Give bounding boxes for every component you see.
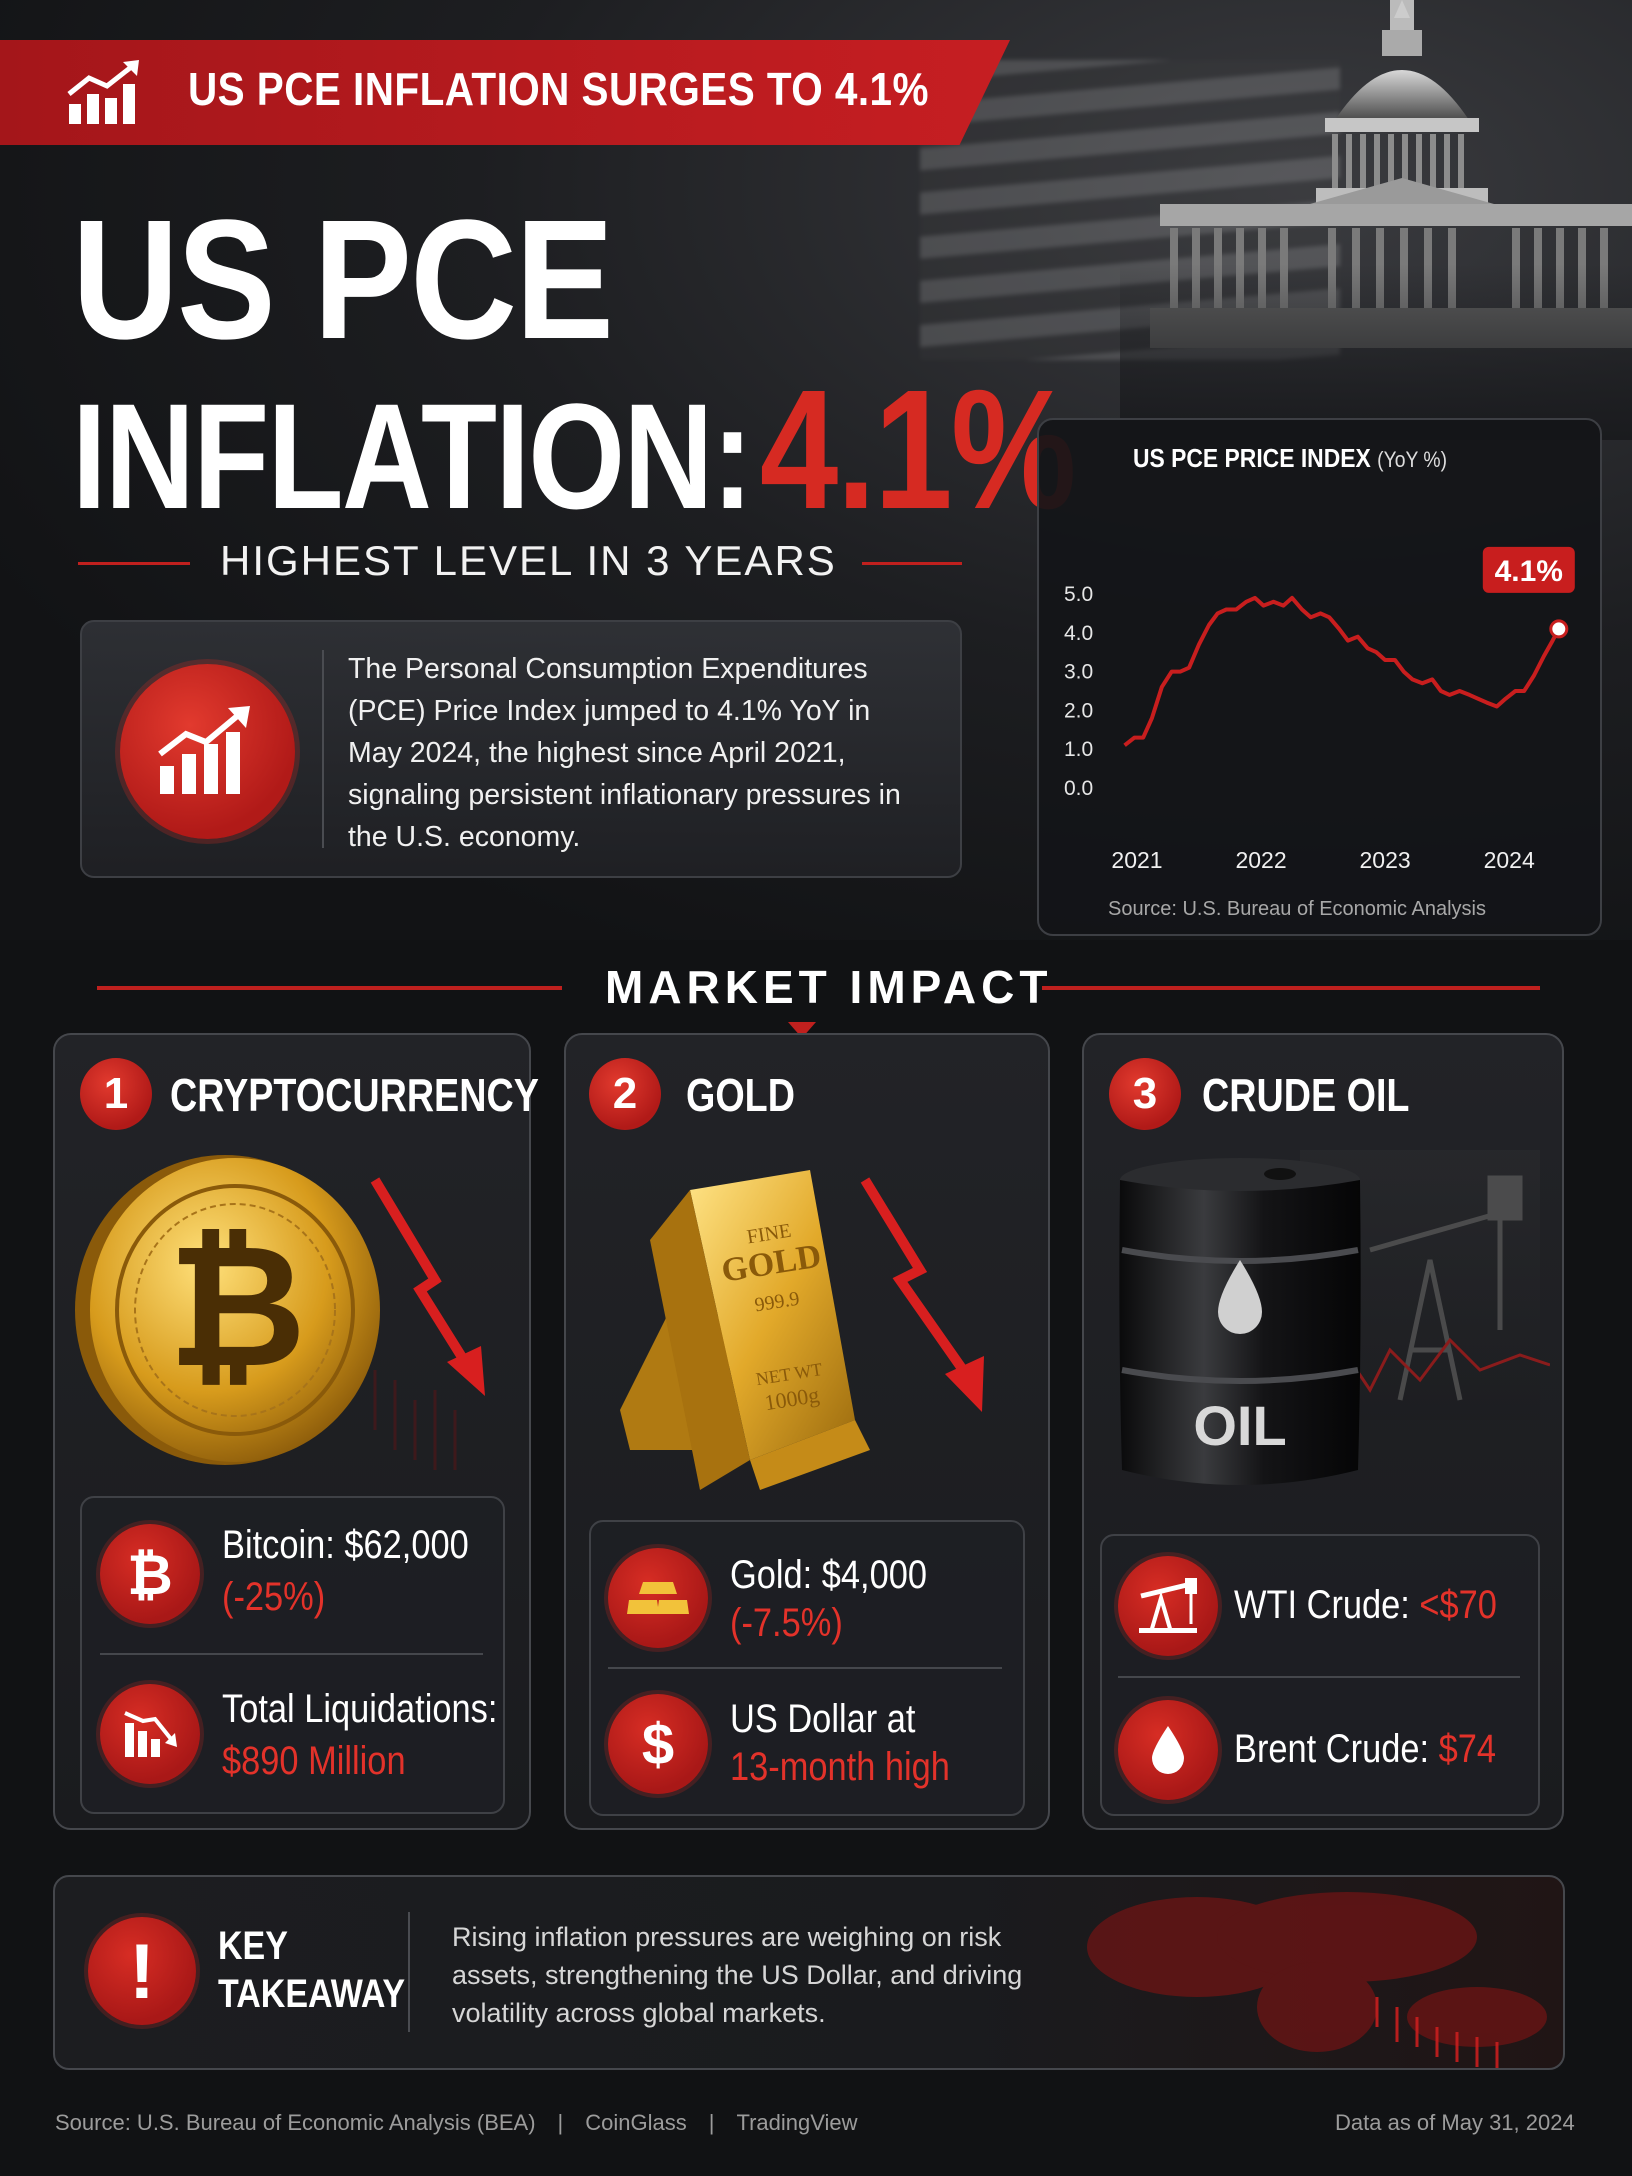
- x-tick-label: 2024: [1484, 847, 1535, 873]
- section-rule-left: [97, 986, 562, 990]
- subtitle: HIGHEST LEVEL IN 3 YEARS: [220, 537, 837, 584]
- y-tick-label: 5.0: [1064, 583, 1093, 606]
- pce-series-line: [1123, 595, 1561, 747]
- title-prefix: INFLATION:: [72, 372, 753, 540]
- gold-bar-image: FINE GOLD 999.9 NET WT 1000g: [620, 1170, 984, 1490]
- dollar-icon: $: [608, 1694, 708, 1794]
- chart-callout-label: 4.1%: [1495, 555, 1563, 588]
- falling-bars-icon: [100, 1684, 200, 1784]
- description-divider: [322, 650, 324, 848]
- stat-divider: [1118, 1676, 1520, 1678]
- svg-text:₿: ₿: [168, 1212, 307, 1402]
- bitcoin-icon: ₿: [100, 1524, 200, 1624]
- stat-divider: [608, 1667, 1002, 1669]
- page-title-line1: US PCE: [72, 185, 614, 375]
- footer-separator: |: [557, 2110, 564, 2135]
- rising-chart-icon: [120, 664, 295, 839]
- panel-number-badge: 2: [589, 1058, 661, 1130]
- stat-label: Bitcoin: $62,000: [222, 1523, 469, 1567]
- panel-number-badge: 3: [1109, 1058, 1181, 1130]
- panel-title: CRUDE OIL: [1202, 1069, 1410, 1121]
- oil-barrel-label: OIL: [1193, 1394, 1286, 1457]
- oil-pump-icon: [1118, 1556, 1218, 1656]
- pce-chart-card: [1037, 418, 1602, 936]
- oil-barrel-image: OIL: [1119, 1150, 1550, 1485]
- footer-source: Source: U.S. Bureau of Economic Analysis…: [55, 2110, 536, 2135]
- stat-label: Gold: $4,000: [730, 1553, 927, 1597]
- headline-banner: [0, 40, 1010, 145]
- stat-label: WTI Crude: <$70: [1234, 1582, 1497, 1628]
- chart-title: US PCE PRICE INDEX (YoY %): [1133, 443, 1447, 474]
- x-tick-label: 2022: [1235, 847, 1286, 873]
- y-tick-label: 0.0: [1064, 777, 1093, 800]
- y-tick-label: 3.0: [1064, 661, 1093, 684]
- chart-source: Source: U.S. Bureau of Economic Analysis: [1108, 898, 1486, 920]
- chart-title-unit: (YoY %): [1377, 447, 1448, 472]
- section-rule-right: [1042, 986, 1540, 990]
- page-title-line2: INFLATION:4.1%: [72, 365, 1076, 535]
- takeaway-text: Rising inflation pressures are weighing …: [452, 1922, 1023, 2028]
- market-impact-heading: MARKET IMPACT: [605, 961, 1053, 1013]
- panel-number-badge: 1: [80, 1058, 152, 1130]
- y-tick-label: 4.0: [1064, 622, 1093, 645]
- key-takeaway-card: [53, 1875, 1565, 2070]
- y-tick-label: 1.0: [1064, 738, 1093, 761]
- y-axis-ticks: 0.0 1.0 2.0 3.0 4.0 5.0: [1064, 583, 1093, 800]
- takeaway-divider: [408, 1912, 410, 2032]
- alert-icon: !: [88, 1917, 196, 2025]
- gold-bars-icon: [608, 1548, 708, 1648]
- stat-value: <$70: [1419, 1583, 1497, 1627]
- bitcoin-coin-image: ₿: [75, 1155, 485, 1470]
- stat-label-text: WTI Crude:: [1234, 1583, 1410, 1627]
- stat-value: $890 Million: [222, 1739, 406, 1783]
- chart-endpoint-marker: [1549, 619, 1569, 639]
- takeaway-label: KEY TAKEAWAY: [218, 1922, 405, 2018]
- footer-source: CoinGlass: [585, 2110, 687, 2135]
- x-tick-label: 2021: [1111, 847, 1162, 873]
- rising-chart-icon: [67, 60, 139, 124]
- panel-title: CRYPTOCURRENCY: [170, 1069, 539, 1121]
- world-map-background: [1087, 1892, 1547, 2068]
- banner-text: US PCE INFLATION SURGES TO 4.1%: [188, 63, 929, 115]
- chart-callout: [1482, 546, 1575, 593]
- footer-source: TradingView: [736, 2110, 858, 2135]
- y-tick-label: 2.0: [1064, 699, 1093, 722]
- footer-date: Data as of May 31, 2024: [1335, 2110, 1575, 2135]
- oil-drop-icon: [1118, 1700, 1218, 1800]
- capitol-building-image: [1120, 0, 1632, 440]
- pce-line-chart: 0.0 1.0 2.0 3.0 4.0 5.0 2021 2022 2023 2024 4.1%: [1064, 546, 1575, 873]
- stat-label: US Dollar at: [730, 1697, 916, 1741]
- title-value: 4.1%: [759, 355, 1077, 545]
- footer-sources: Source: U.S. Bureau of Economic Analysis…: [55, 2110, 858, 2136]
- chart-title-text: US PCE PRICE INDEX: [1133, 443, 1371, 473]
- footer-separator: |: [708, 2110, 715, 2135]
- subtitle-rule-left: [78, 562, 190, 565]
- subtitle-rule-right: [862, 562, 962, 565]
- description-text: The Personal Consumption Expenditures (P…: [348, 653, 901, 853]
- takeaway-label-line1: KEY: [218, 1924, 288, 1968]
- panel-title: GOLD: [686, 1069, 795, 1121]
- stat-value: (-25%): [222, 1575, 326, 1619]
- stat-label: Total Liquidations:: [222, 1687, 498, 1731]
- stat-value: 13-month high: [730, 1745, 950, 1789]
- takeaway-label-line2: TAKEAWAY: [218, 1972, 406, 2016]
- x-tick-label: 2023: [1360, 847, 1411, 873]
- stat-label: Brent Crude: $74: [1234, 1726, 1496, 1772]
- stat-divider: [100, 1653, 483, 1655]
- x-axis-ticks: 2021 2022 2023 2024: [1111, 847, 1535, 873]
- stat-value: $74: [1438, 1727, 1497, 1771]
- stat-value: (-7.5%): [730, 1601, 843, 1645]
- stat-label-text: Brent Crude:: [1234, 1727, 1430, 1771]
